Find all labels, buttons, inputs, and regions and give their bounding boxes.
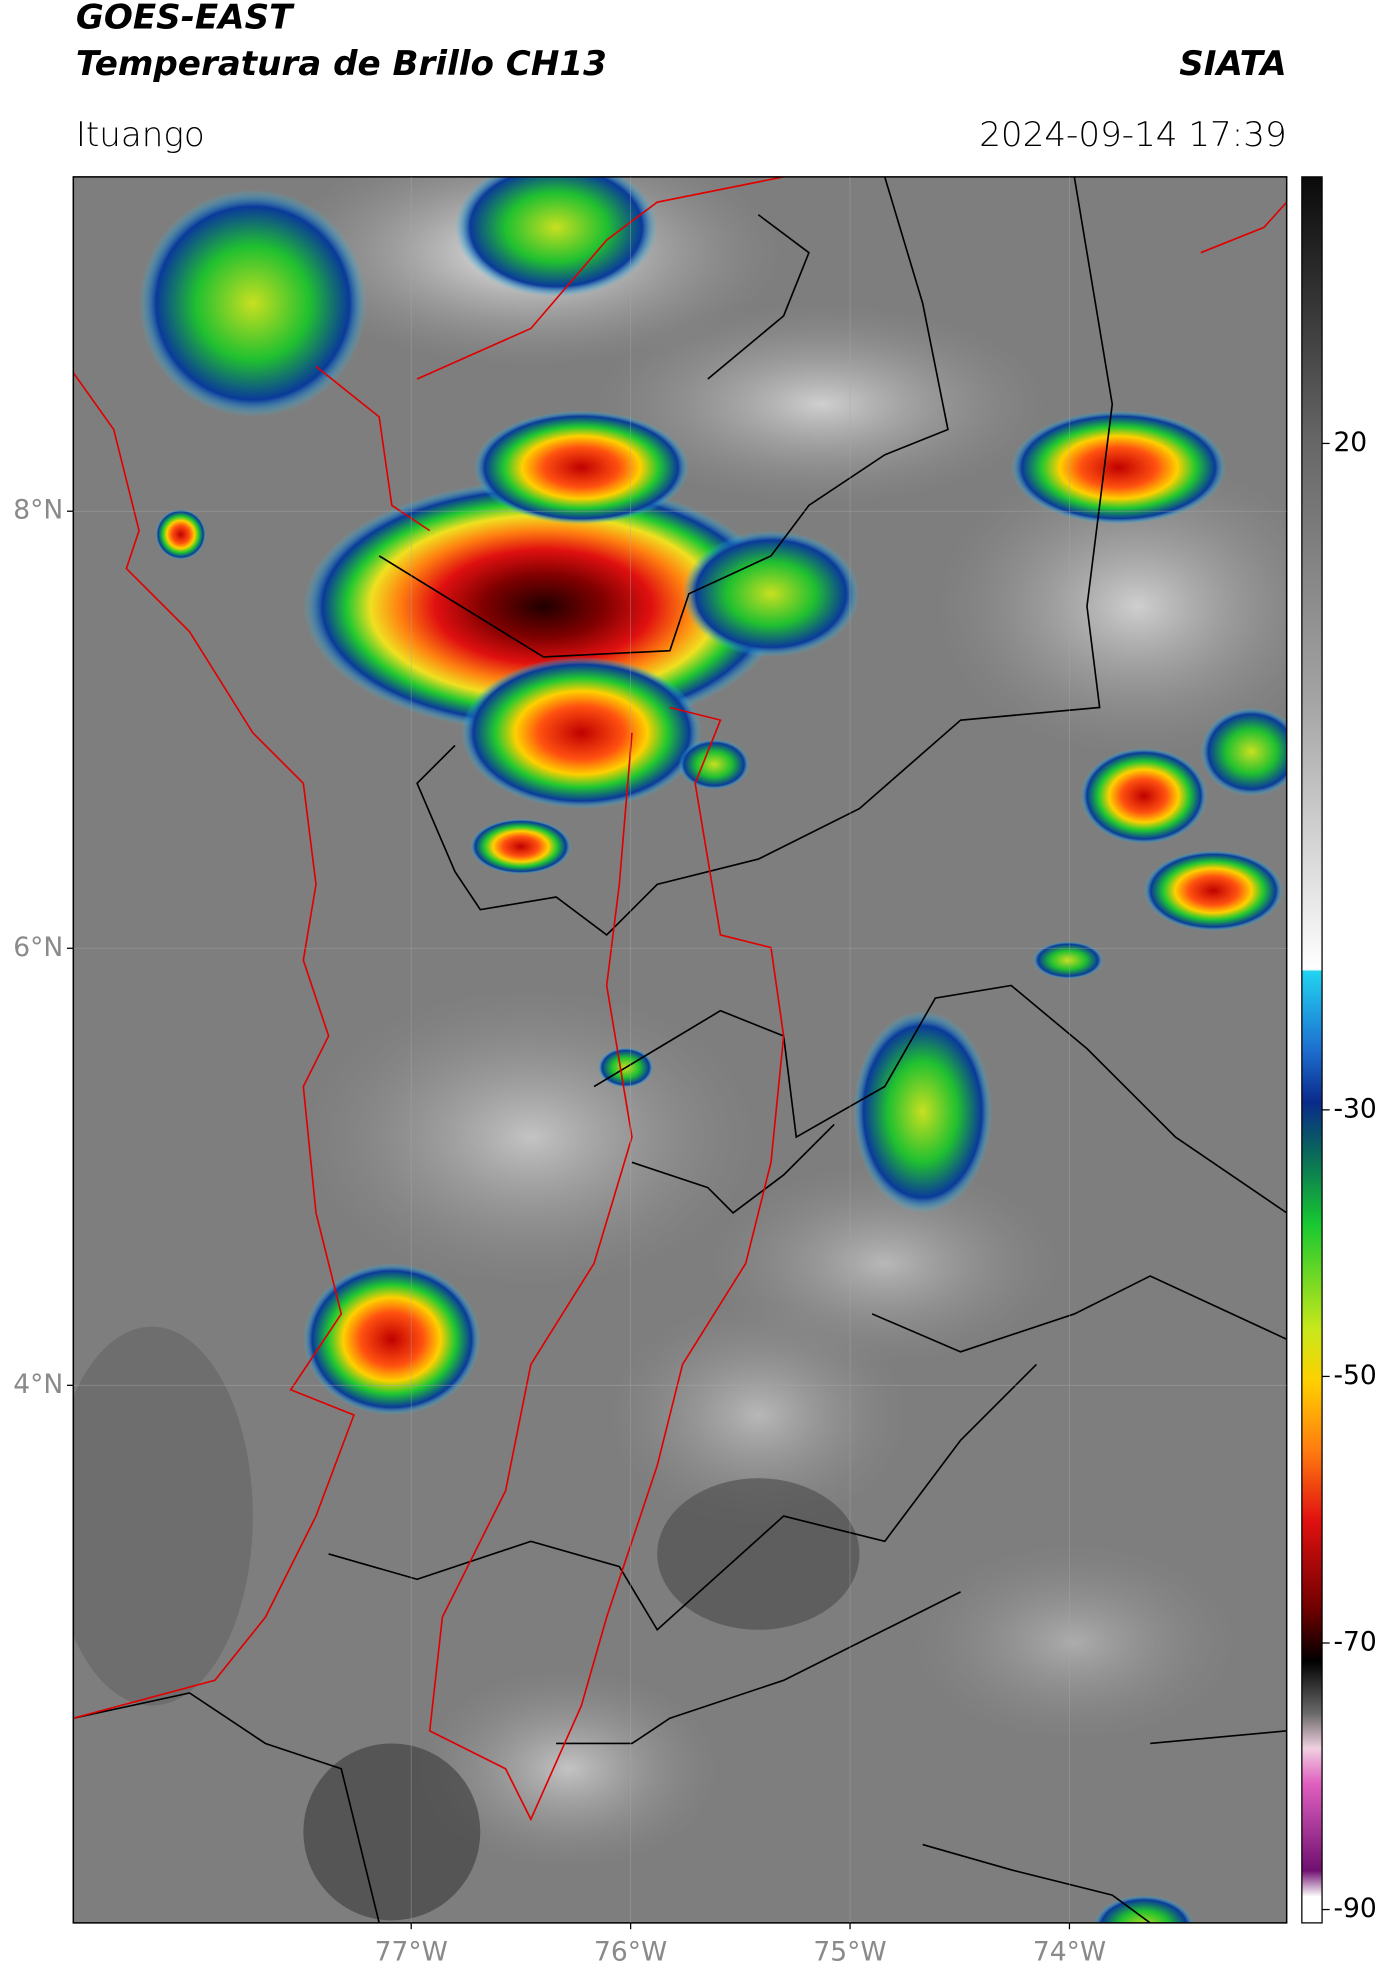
lon-tick-label: 74°W: [1033, 1937, 1106, 1968]
title: GOES-EAST: [76, 0, 295, 37]
satellite-image: [73, 176, 1287, 1923]
map-axes: [72, 176, 1288, 1924]
lat-tick-label: 6°N: [13, 932, 63, 963]
subtitle: Temperatura de Brillo CH13: [76, 44, 607, 84]
lat-tick-label: 8°N: [13, 495, 63, 526]
lon-tick-label: 75°W: [813, 1937, 886, 1968]
colorbar-tick-label: 20: [1333, 427, 1367, 458]
colorbar-tick-label: -30: [1333, 1093, 1376, 1124]
colorbar-tick-label: -70: [1333, 1626, 1376, 1657]
colorbar: [1301, 176, 1323, 1924]
location: Ituango: [76, 115, 205, 155]
lat-tick-label: 4°N: [13, 1369, 63, 1400]
lon-tick-label: 77°W: [375, 1937, 448, 1968]
datetime: 2024-09-14 17:39: [979, 115, 1286, 155]
colorbar-tick-label: -50: [1333, 1360, 1376, 1391]
lon-tick-label: 76°W: [594, 1937, 667, 1968]
colorbar-tick-label: -90: [1333, 1893, 1376, 1924]
agency: SIATA: [1179, 44, 1286, 84]
map-frame: [72, 176, 1288, 1924]
